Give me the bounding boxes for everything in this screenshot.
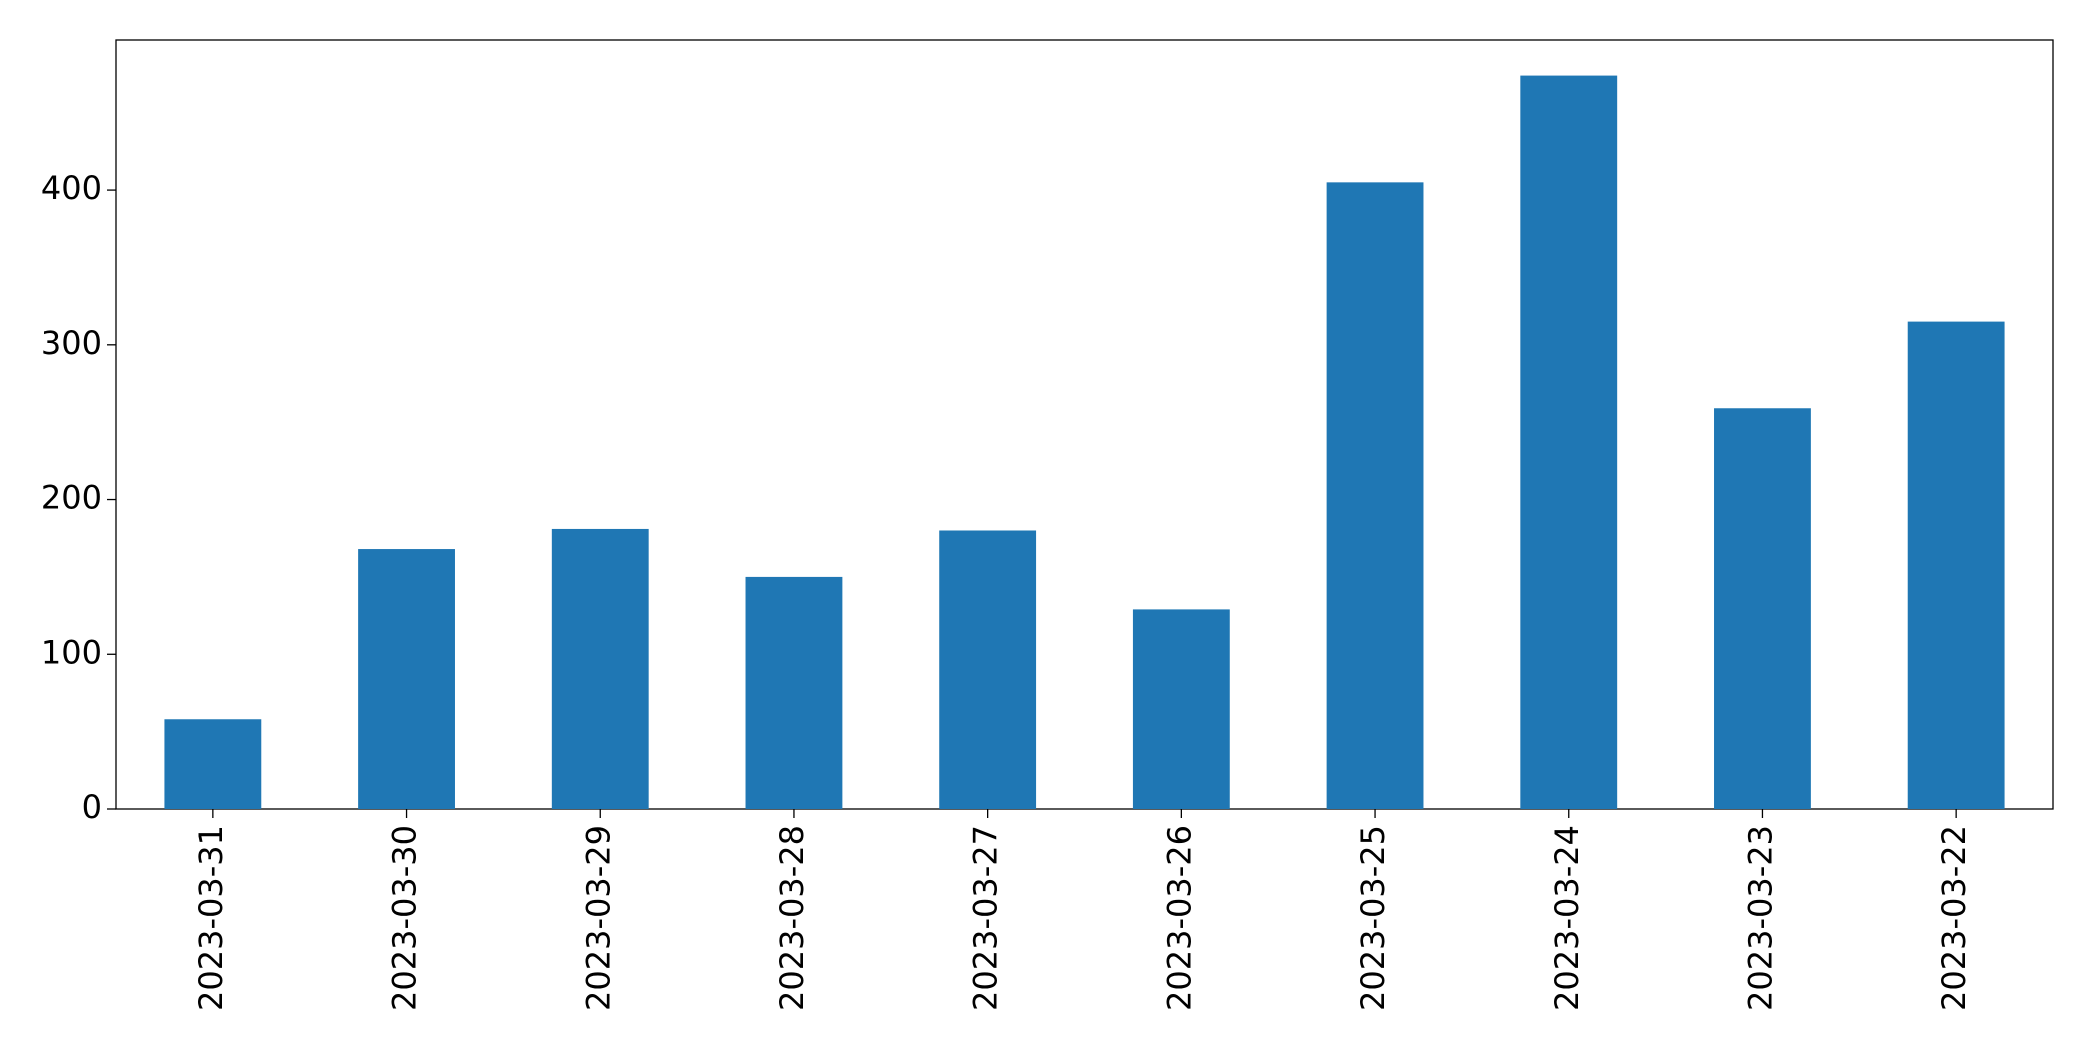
bar — [1326, 182, 1424, 809]
x-tick-label: 2023-03-25 — [1354, 825, 1392, 1011]
x-tick-label: 2023-03-27 — [967, 825, 1005, 1011]
bar — [1714, 408, 1811, 809]
bar — [1132, 609, 1230, 809]
axes-frame — [115, 39, 2054, 810]
x-tick-label: 2023-03-26 — [1160, 825, 1198, 1011]
bar — [939, 530, 1037, 809]
bar — [164, 719, 262, 809]
bar — [358, 549, 455, 809]
x-tick-label: 2023-03-29 — [579, 825, 617, 1011]
x-tick-label: 2023-03-30 — [386, 825, 424, 1011]
y-tick-label: 100 — [41, 633, 102, 671]
bar — [551, 528, 649, 809]
bar — [1520, 75, 1618, 809]
bar — [745, 576, 843, 809]
x-tick-label: 2023-03-23 — [1741, 825, 1779, 1011]
y-tick-label: 0 — [82, 788, 102, 826]
y-tick-label: 400 — [41, 169, 102, 207]
x-tick-label: 2023-03-28 — [773, 825, 811, 1011]
bar — [1907, 321, 2005, 809]
x-tick-label: 2023-03-31 — [192, 825, 230, 1011]
y-tick-label: 200 — [41, 479, 102, 517]
x-tick-label: 2023-03-24 — [1548, 825, 1586, 1011]
y-tick-label: 300 — [41, 324, 102, 362]
x-tick-label: 2023-03-22 — [1935, 825, 1973, 1011]
